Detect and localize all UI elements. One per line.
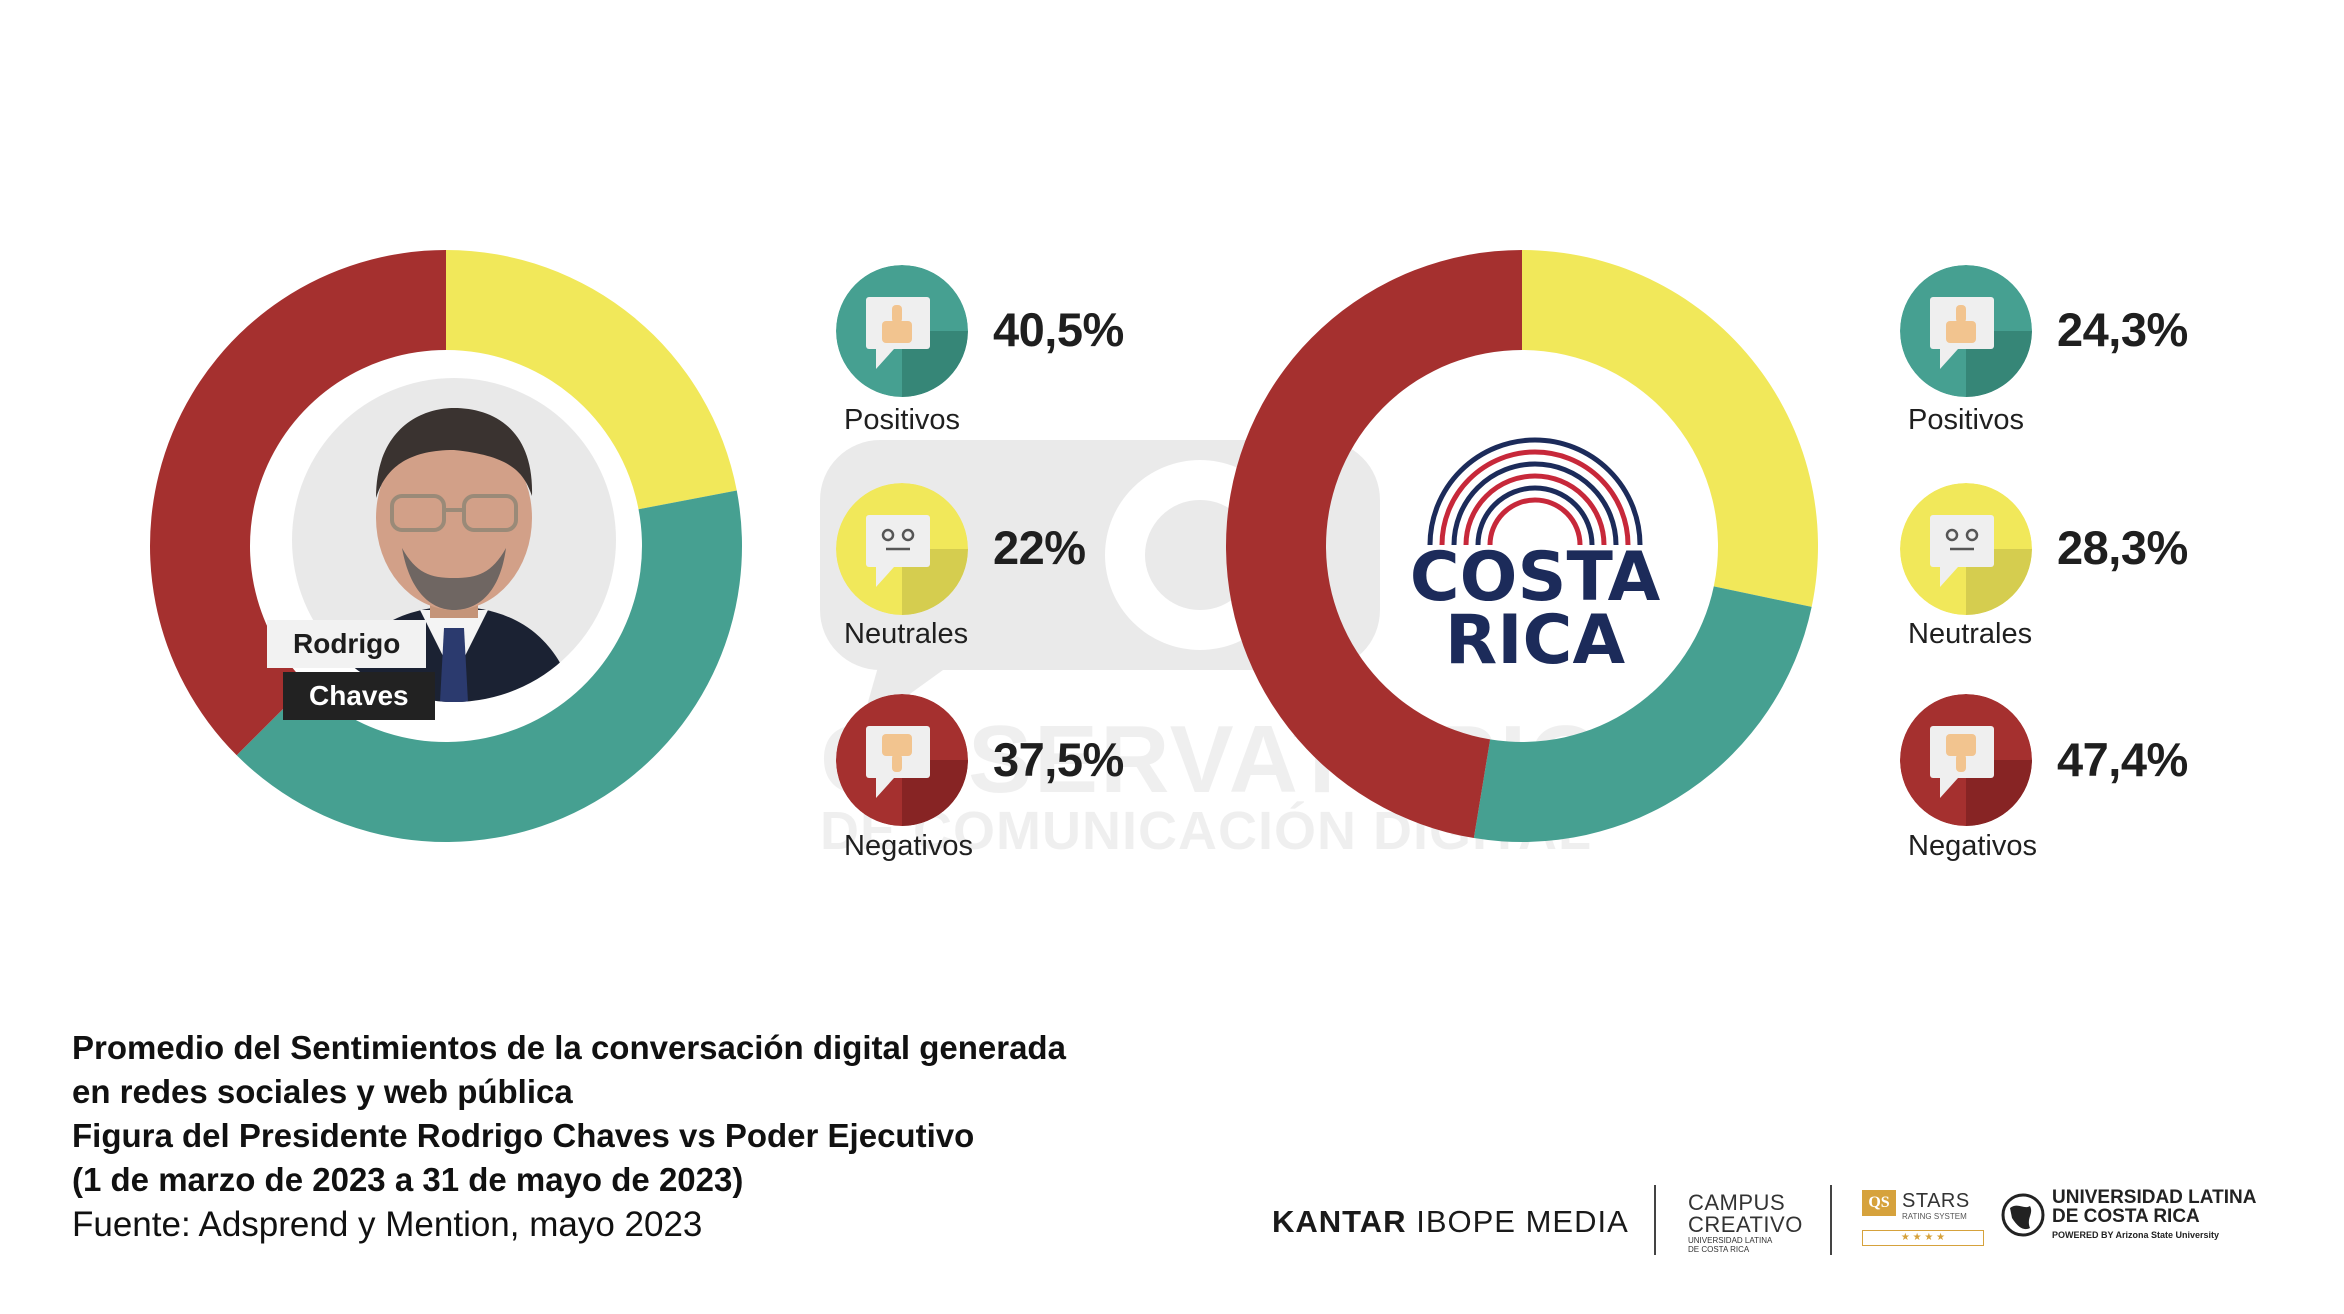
- donut-slice-neutrales-0: [446, 250, 737, 510]
- value-negativos-ejecutivo: 47,4%: [2057, 733, 2188, 786]
- donut-chart-ejecutivo: [1224, 248, 1820, 844]
- kantar-ibope-logo: KANTAR IBOPE MEDIA: [1272, 1204, 1629, 1240]
- thumbs-down-icon: [1900, 694, 2032, 826]
- costa-rica-logo-line2: RICA: [1445, 601, 1626, 675]
- globe-icon: [2001, 1193, 2045, 1237]
- costa-rica-logo-line1: COSTA: [1410, 538, 1661, 617]
- thumbs-up-icon: [836, 265, 968, 397]
- donut-slice-negativos-1: [1226, 250, 1522, 839]
- label-negativos-ejecutivo: Negativos: [1908, 830, 2037, 862]
- figure-caption: Promedio del Sentimientos de la conversa…: [72, 1026, 1322, 1248]
- donut-slice-negativos-0: [149, 250, 446, 756]
- value-positivos-chaves: 40,5%: [993, 303, 1124, 356]
- donut-slice-neutrales-1: [1522, 250, 1818, 607]
- neutral-face-icon: [1900, 483, 2032, 615]
- footer-divider-2: [1830, 1185, 1832, 1255]
- donut-slice-positivos-1: [1473, 586, 1812, 842]
- kantar-logo-bold: KANTAR: [1272, 1204, 1407, 1239]
- thumbs-down-icon: [836, 694, 968, 826]
- footer-divider-1: [1654, 1185, 1656, 1255]
- value-neutrales-chaves: 22%: [993, 521, 1086, 574]
- label-negativos-chaves: Negativos: [844, 830, 973, 862]
- label-positivos-ejecutivo: Positivos: [1908, 404, 2025, 436]
- label-neutrales-ejecutivo: Neutrales: [1908, 618, 2033, 650]
- kantar-logo-rest: IBOPE MEDIA: [1416, 1204, 1629, 1239]
- stars-logo-sub: RATING SYSTEM: [1902, 1212, 1967, 1221]
- qs-stars-logo: QS STARS RATING SYSTEM ★ ★ ★ ★: [1862, 1190, 1984, 1246]
- thumbs-up-icon: [1900, 265, 2032, 397]
- caption-source: Fuente: Adsprend y Mention, mayo 2023: [72, 1205, 703, 1244]
- campus-logo-line1: CAMPUS: [1688, 1190, 1786, 1215]
- donut-svg-chaves: [149, 250, 742, 843]
- ulatina-logo-line2: DE COSTA RICA: [2052, 1206, 2200, 1227]
- costa-rica-logo: COSTA RICA: [1390, 405, 1680, 680]
- campus-logo-sub1: UNIVERSIDAD LATINA: [1688, 1236, 1773, 1245]
- stars-rating-row: ★ ★ ★ ★: [1862, 1230, 1984, 1246]
- campus-logo-sub2: DE COSTA RICA: [1688, 1245, 1750, 1254]
- qs-logo-badge: QS: [1862, 1190, 1896, 1216]
- name-tag-first: Rodrigo: [267, 620, 427, 668]
- value-negativos-chaves: 37,5%: [993, 733, 1124, 786]
- caption-line-4: (1 de marzo de 2023 a 31 de mayo de 2023…: [72, 1161, 744, 1198]
- label-neutrales-chaves: Neutrales: [844, 618, 969, 650]
- neutral-face-icon: [836, 483, 968, 615]
- caption-line-3: Figura del Presidente Rodrigo Chaves vs …: [72, 1117, 975, 1154]
- donut-chart-chaves: [148, 248, 744, 844]
- value-positivos-ejecutivo: 24,3%: [2057, 303, 2188, 356]
- donut-slice-positivos-0: [236, 490, 742, 843]
- donut-svg-ejecutivo: [1226, 250, 1818, 842]
- value-neutrales-ejecutivo: 28,3%: [2057, 521, 2188, 574]
- caption-line-1: Promedio del Sentimientos de la conversa…: [72, 1029, 1066, 1066]
- caption-line-2: en redes sociales y web pública: [72, 1073, 573, 1110]
- name-tag-last: Chaves: [283, 672, 435, 720]
- ulatina-logo: UNIVERSIDAD LATINA DE COSTA RICA POWERED…: [2000, 1188, 2300, 1248]
- ulatina-logo-line1: UNIVERSIDAD LATINA: [2052, 1187, 2257, 1208]
- label-positivos-chaves: Positivos: [844, 404, 961, 436]
- ulatina-logo-line3: POWERED BY Arizona State University: [2052, 1230, 2220, 1240]
- campus-creativo-logo: CAMPUS CREATIVO UNIVERSIDAD LATINA DE CO…: [1688, 1190, 1803, 1255]
- campus-logo-line2: CREATIVO: [1688, 1212, 1803, 1237]
- stars-logo-text: STARS: [1902, 1190, 1970, 1212]
